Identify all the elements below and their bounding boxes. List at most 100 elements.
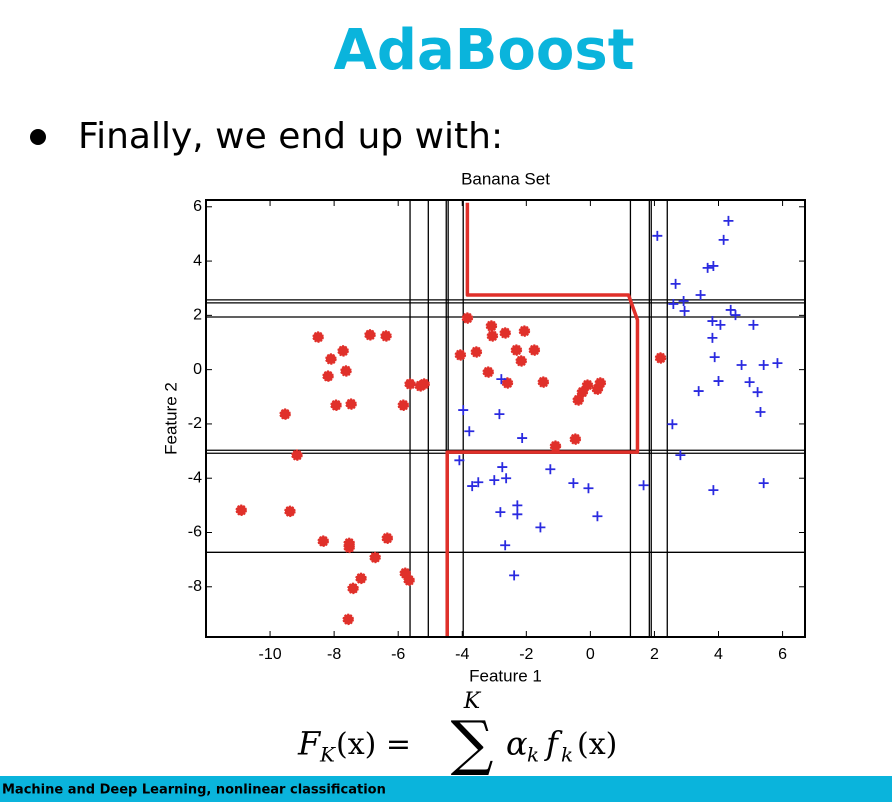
plus-point	[744, 377, 755, 388]
star-point	[340, 365, 352, 377]
plus-point	[638, 480, 649, 491]
plus-point	[725, 304, 736, 315]
plus-point	[752, 387, 763, 398]
plus-point	[545, 464, 556, 475]
y-tick-label: -2	[188, 415, 202, 432]
star-point	[470, 346, 483, 358]
star-point	[235, 504, 247, 516]
star-point	[397, 399, 410, 411]
plus-point	[467, 481, 478, 492]
bullet-dot	[30, 129, 46, 145]
star-point	[337, 345, 349, 357]
formula-part: ∑	[451, 709, 494, 779]
plus-point	[707, 316, 718, 327]
star-point	[594, 377, 607, 389]
x-tick-label: 4	[714, 646, 723, 663]
plus-point	[494, 409, 505, 420]
plus-point	[592, 511, 603, 522]
star-point	[486, 330, 499, 342]
plus-point	[568, 478, 579, 489]
star-point	[312, 331, 324, 343]
plus-point	[509, 570, 520, 581]
plus-point	[708, 485, 719, 496]
plus-point	[713, 376, 724, 387]
plus-point	[772, 358, 783, 369]
star-point	[572, 394, 584, 406]
plus-point	[678, 295, 689, 306]
star-point	[482, 366, 494, 378]
x-axis-label: Feature 1	[469, 666, 542, 685]
star-point	[537, 376, 550, 388]
formula-part: k	[527, 743, 539, 767]
star-point	[654, 352, 667, 364]
star-point	[454, 349, 467, 361]
plus-point	[758, 360, 769, 371]
plus-point	[709, 352, 720, 363]
plot: Banana Set Feature 1 Feature 2 -10 -8 -6 -4 -2 0…	[161, 169, 806, 685]
plus-point	[512, 500, 523, 511]
plus-point	[517, 433, 528, 444]
formula-part: K	[319, 743, 336, 767]
star-point	[380, 330, 392, 342]
formula-part: F	[297, 725, 322, 763]
plus-point	[458, 405, 469, 416]
plus-point	[748, 319, 759, 330]
plot-area	[206, 200, 805, 637]
x-tick-label: -10	[259, 646, 282, 663]
y-axis-label: Feature 2	[161, 382, 180, 455]
plus-point	[668, 298, 679, 309]
plus-point	[693, 386, 704, 397]
star-point	[364, 329, 376, 341]
plus-point	[708, 260, 719, 271]
plus-point	[497, 462, 508, 473]
star-point	[330, 399, 342, 411]
plus-point	[535, 522, 546, 533]
star-point	[485, 320, 498, 332]
footer-bar	[0, 776, 892, 802]
star-point	[403, 574, 415, 587]
plus-point	[702, 262, 713, 273]
y-tick-label: -8	[188, 578, 202, 595]
y-tick-label: 4	[193, 252, 202, 269]
plus-point	[758, 478, 769, 489]
star-point	[317, 535, 329, 547]
decision-boundary	[445, 202, 640, 637]
plus-point	[500, 540, 511, 551]
plus-point	[464, 426, 475, 437]
star-point	[279, 408, 291, 420]
plus-point	[718, 234, 729, 245]
star-point	[325, 353, 337, 365]
star-point	[569, 433, 582, 445]
y-tick-label: 6	[193, 198, 202, 215]
star-point	[342, 613, 354, 626]
x-tick-label: 2	[650, 646, 659, 663]
x-tick-label: 0	[586, 646, 595, 663]
star-point	[576, 386, 589, 398]
formula-part: (x) =	[336, 727, 411, 762]
star-point	[501, 377, 514, 389]
y-tick-label: -6	[188, 524, 202, 541]
star-point	[381, 532, 394, 544]
formula-part: k	[561, 743, 573, 767]
plus-point	[670, 278, 681, 289]
plus-point	[512, 509, 523, 520]
chart-title: Banana Set	[461, 169, 550, 188]
plus-point	[736, 360, 747, 371]
plus-point	[715, 319, 726, 330]
plus-point	[679, 306, 690, 317]
y-tick-label: 2	[193, 307, 202, 324]
plus-point	[695, 290, 706, 300]
star-point	[549, 440, 562, 452]
star-point	[347, 582, 359, 595]
star-point	[355, 572, 367, 585]
x-tick-label: 6	[778, 646, 787, 663]
slide-title: AdaBoost	[334, 18, 635, 83]
plus-point	[723, 215, 734, 226]
plus-point	[675, 450, 686, 461]
star-point	[369, 551, 381, 564]
star-point	[461, 312, 474, 324]
star-point	[284, 505, 296, 518]
plus-point	[489, 475, 500, 486]
